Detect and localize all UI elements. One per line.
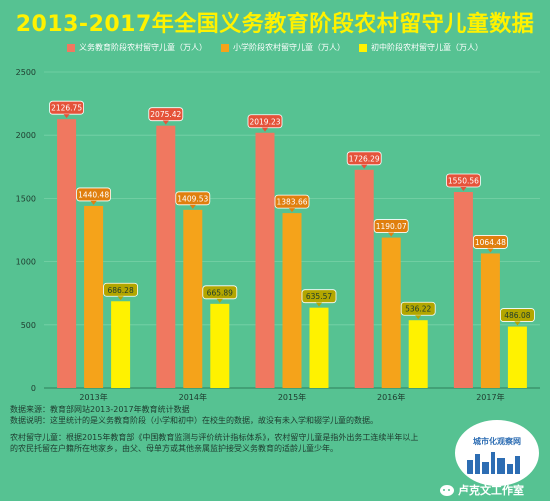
bar: [507, 326, 527, 388]
bar: [381, 237, 401, 388]
data-label-pointer: [289, 208, 295, 213]
chart-title: 2013-2017年全国义务教育阶段农村留守儿童数据: [15, 12, 535, 37]
data-label: 1064.48: [475, 238, 506, 247]
bar: [255, 132, 275, 388]
data-label-pointer: [63, 114, 70, 119]
chart-notes: 数据来源：教育部网站2013-2017年教育统计数据 数据说明：这里统计的是义务…: [10, 404, 450, 454]
site-badge: 城市化观察网: [455, 420, 539, 486]
legend-label-junior: 初中阶段农村留守儿童（万人）: [371, 43, 483, 52]
bar: [183, 209, 203, 388]
legend-item-compulsory: 义务教育阶段农村留守儿童（万人）: [67, 42, 207, 53]
bar: [210, 303, 230, 388]
definition-note-line-1: 农村留守儿童：根据2015年教育部《中国教育监测与评价统计指标体系》，农村留守儿…: [10, 433, 419, 442]
bar: [354, 169, 374, 388]
explanation-note: 数据说明：这里统计的是义务教育阶段（小学和初中）在校生的数据，故没有未入学和辍学…: [10, 416, 378, 425]
x-tick-label: 2014年: [179, 392, 207, 402]
x-tick-label: 2016年: [377, 392, 405, 402]
data-label: 1550.56: [448, 177, 479, 186]
x-tick-label: 2015年: [278, 392, 306, 402]
data-label: 486.08: [504, 311, 530, 320]
x-tick-label: 2013年: [79, 392, 107, 402]
data-label: 635.57: [306, 292, 332, 301]
bar: [111, 301, 131, 388]
data-label-pointer: [117, 296, 124, 301]
data-label-pointer: [514, 321, 521, 326]
data-label-pointer: [216, 298, 223, 303]
legend-swatch-primary: [221, 43, 229, 52]
wechat-icon: [440, 484, 454, 496]
legend-item-junior: 初中阶段农村留守儿童（万人）: [359, 42, 483, 53]
data-label: 1383.66: [276, 198, 307, 207]
data-label-pointer: [361, 164, 368, 169]
bar: [282, 213, 302, 388]
data-label-pointer: [487, 248, 494, 253]
data-label-pointer: [162, 120, 169, 125]
data-label: 1440.48: [78, 190, 109, 199]
bar: [57, 119, 77, 388]
data-label-pointer: [189, 204, 196, 209]
legend-label-primary: 小学阶段农村留守儿童（万人）: [233, 43, 345, 52]
bar: [408, 320, 428, 388]
data-label-pointer: [415, 315, 422, 320]
y-tick-label: 1000: [16, 258, 36, 267]
bar: [453, 192, 473, 388]
watermark-text: 卢克文工作室: [458, 484, 524, 497]
data-label: 1409.53: [177, 194, 208, 203]
legend-label-compulsory: 义务教育阶段农村留守儿童（万人）: [79, 43, 207, 52]
data-label: 2075.42: [150, 110, 181, 119]
data-label-pointer: [460, 187, 467, 192]
legend-swatch-junior: [359, 43, 367, 52]
watermark: 卢克文工作室: [440, 482, 524, 498]
y-tick-label: 2500: [16, 68, 36, 77]
data-label: 2019.23: [249, 117, 280, 126]
chart-legend: 义务教育阶段农村留守儿童（万人） 小学阶段农村留守儿童（万人） 初中阶段农村留守…: [0, 42, 550, 53]
source-note: 数据来源：教育部网站2013-2017年教育统计数据: [10, 405, 190, 414]
data-label: 686.28: [107, 286, 133, 295]
definition-note-line-2: 的农民托留在户籍所在地家乡，由父、母单方或其他亲属监护接受义务教育的适龄儿童少年…: [10, 444, 338, 453]
data-label: 1726.29: [349, 154, 380, 163]
bar: [480, 253, 500, 388]
y-tick-label: 0: [31, 384, 36, 393]
bar: [84, 205, 104, 388]
data-label-pointer: [388, 232, 395, 237]
x-tick-label: 2017年: [476, 392, 504, 402]
city-skyline-icon: [465, 452, 529, 474]
data-label: 1190.07: [376, 222, 407, 231]
data-label: 2126.75: [51, 104, 82, 113]
badge-text: 城市化观察网: [473, 437, 521, 446]
data-label-pointer: [90, 200, 97, 205]
data-label-pointer: [316, 302, 322, 307]
legend-swatch-compulsory: [67, 43, 75, 52]
bar: [309, 307, 329, 388]
data-label: 536.22: [405, 305, 431, 314]
bar: [156, 125, 176, 389]
data-label-pointer: [262, 127, 268, 132]
data-label: 665.89: [207, 288, 233, 297]
y-tick-label: 1500: [16, 194, 36, 203]
legend-item-primary: 小学阶段农村留守儿童（万人）: [221, 42, 345, 53]
y-tick-label: 2000: [16, 131, 36, 140]
y-tick-label: 500: [21, 321, 36, 330]
